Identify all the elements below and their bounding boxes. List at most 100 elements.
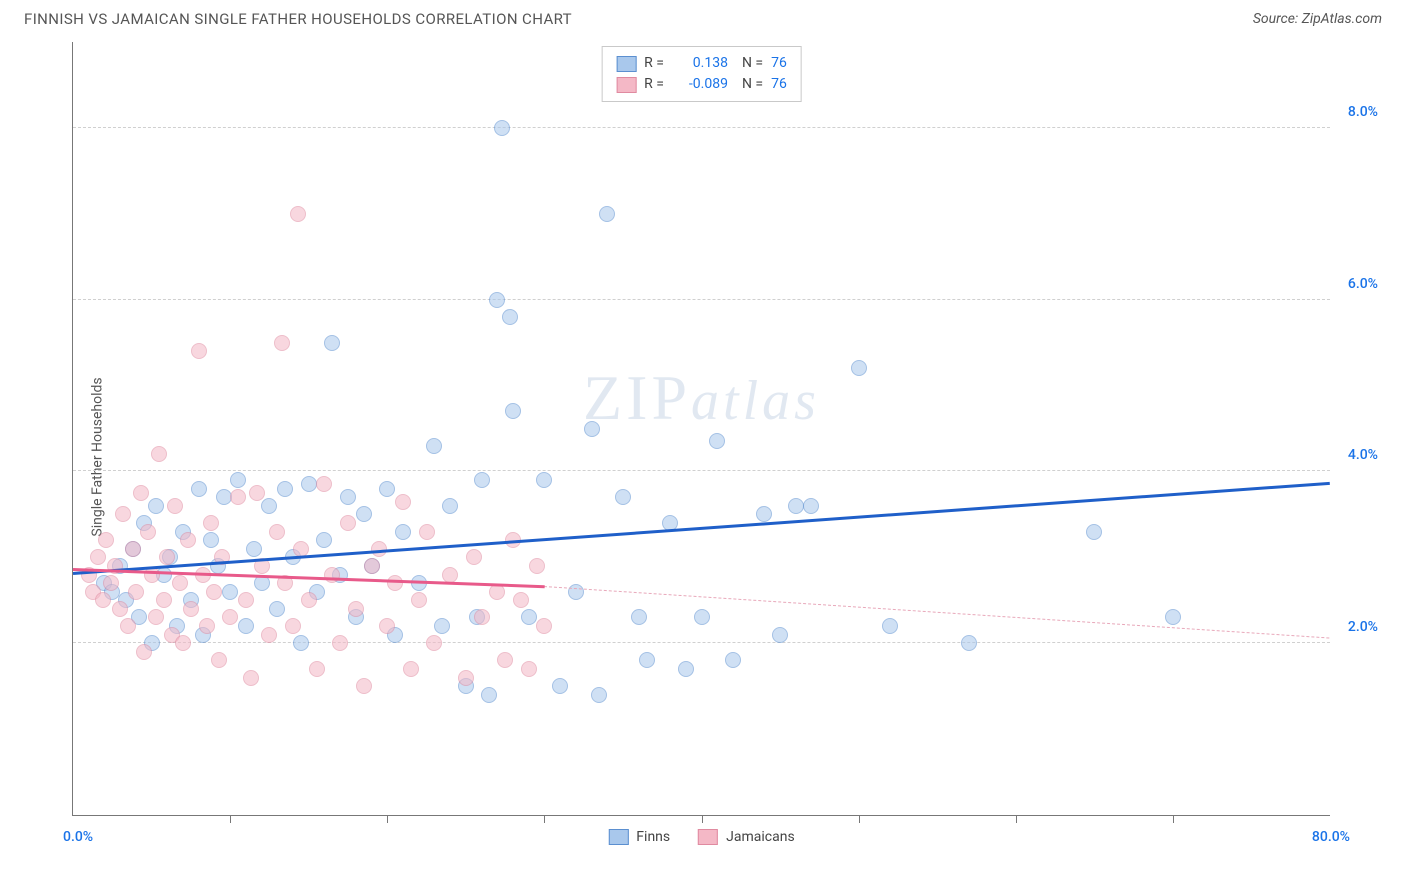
- data-point: [568, 584, 584, 600]
- n-label: N =: [742, 53, 763, 74]
- data-point: [466, 549, 482, 565]
- data-point: [694, 609, 710, 625]
- data-point: [324, 335, 340, 351]
- data-point: [639, 652, 655, 668]
- plot-region: ZIPatlas R =0.138N =76R =-0.089N =76 Fin…: [72, 42, 1330, 816]
- data-point: [191, 481, 207, 497]
- data-point: [277, 481, 293, 497]
- data-point: [489, 292, 505, 308]
- x-tick: [1016, 815, 1017, 823]
- data-point: [505, 403, 521, 419]
- legend-swatch: [616, 77, 636, 93]
- y-tick-label: 4.0%: [1348, 447, 1378, 463]
- data-point: [379, 481, 395, 497]
- data-point: [156, 592, 172, 608]
- data-point: [222, 584, 238, 600]
- x-tick: [230, 815, 231, 823]
- data-point: [180, 532, 196, 548]
- trend-line-dashed: [544, 586, 1330, 639]
- x-end-label: 80.0%: [1312, 829, 1350, 845]
- data-point: [133, 485, 149, 501]
- data-point: [183, 601, 199, 617]
- series-legend-item: Finns: [608, 829, 670, 845]
- y-tick-label: 6.0%: [1348, 276, 1378, 292]
- data-point: [112, 601, 128, 617]
- legend-swatch: [608, 829, 628, 845]
- legend-swatch: [616, 56, 636, 72]
- data-point: [159, 549, 175, 565]
- x-tick: [544, 815, 545, 823]
- data-point: [788, 498, 804, 514]
- data-point: [725, 652, 741, 668]
- data-point: [442, 498, 458, 514]
- data-point: [293, 635, 309, 651]
- data-point: [356, 506, 372, 522]
- data-point: [125, 541, 141, 557]
- data-point: [348, 601, 364, 617]
- data-point: [261, 627, 277, 643]
- data-point: [474, 472, 490, 488]
- data-point: [98, 532, 114, 548]
- data-point: [756, 506, 772, 522]
- data-point: [148, 609, 164, 625]
- data-point: [364, 558, 380, 574]
- r-value: 0.138: [672, 53, 728, 74]
- data-point: [502, 309, 518, 325]
- data-point: [356, 678, 372, 694]
- data-point: [434, 618, 450, 634]
- r-label: R =: [644, 74, 664, 95]
- data-point: [203, 515, 219, 531]
- data-point: [340, 515, 356, 531]
- data-point: [316, 476, 332, 492]
- chart-header: FINNISH VS JAMAICAN SINGLE FATHER HOUSEH…: [0, 0, 1406, 34]
- data-point: [521, 609, 537, 625]
- series-label: Finns: [636, 829, 670, 845]
- data-point: [521, 661, 537, 677]
- data-point: [140, 524, 156, 540]
- x-tick: [387, 815, 388, 823]
- data-point: [269, 601, 285, 617]
- gridline: [73, 299, 1330, 300]
- legend-swatch: [698, 829, 718, 845]
- data-point: [379, 618, 395, 634]
- data-point: [536, 618, 552, 634]
- data-point: [497, 652, 513, 668]
- data-point: [136, 644, 152, 660]
- data-point: [678, 661, 694, 677]
- data-point: [151, 446, 167, 462]
- data-point: [395, 524, 411, 540]
- chart-source: Source: ZipAtlas.com: [1253, 11, 1382, 27]
- data-point: [481, 687, 497, 703]
- data-point: [426, 635, 442, 651]
- data-point: [285, 618, 301, 634]
- data-point: [191, 343, 207, 359]
- data-point: [309, 661, 325, 677]
- data-point: [961, 635, 977, 651]
- data-point: [513, 592, 529, 608]
- data-point: [238, 618, 254, 634]
- data-point: [1086, 524, 1102, 540]
- data-point: [172, 575, 188, 591]
- data-point: [615, 489, 631, 505]
- data-point: [882, 618, 898, 634]
- data-point: [340, 489, 356, 505]
- data-point: [332, 635, 348, 651]
- n-label: N =: [742, 74, 763, 95]
- data-point: [246, 541, 262, 557]
- data-point: [222, 609, 238, 625]
- r-label: R =: [644, 53, 664, 74]
- data-point: [120, 618, 136, 634]
- data-point: [474, 609, 490, 625]
- data-point: [529, 558, 545, 574]
- data-point: [249, 485, 265, 501]
- data-point: [90, 549, 106, 565]
- data-point: [243, 670, 259, 686]
- data-point: [230, 489, 246, 505]
- data-point: [803, 498, 819, 514]
- data-point: [494, 120, 510, 136]
- data-point: [536, 472, 552, 488]
- data-point: [290, 206, 306, 222]
- data-point: [301, 592, 317, 608]
- x-tick: [859, 815, 860, 823]
- series-legend: FinnsJamaicans: [608, 829, 794, 845]
